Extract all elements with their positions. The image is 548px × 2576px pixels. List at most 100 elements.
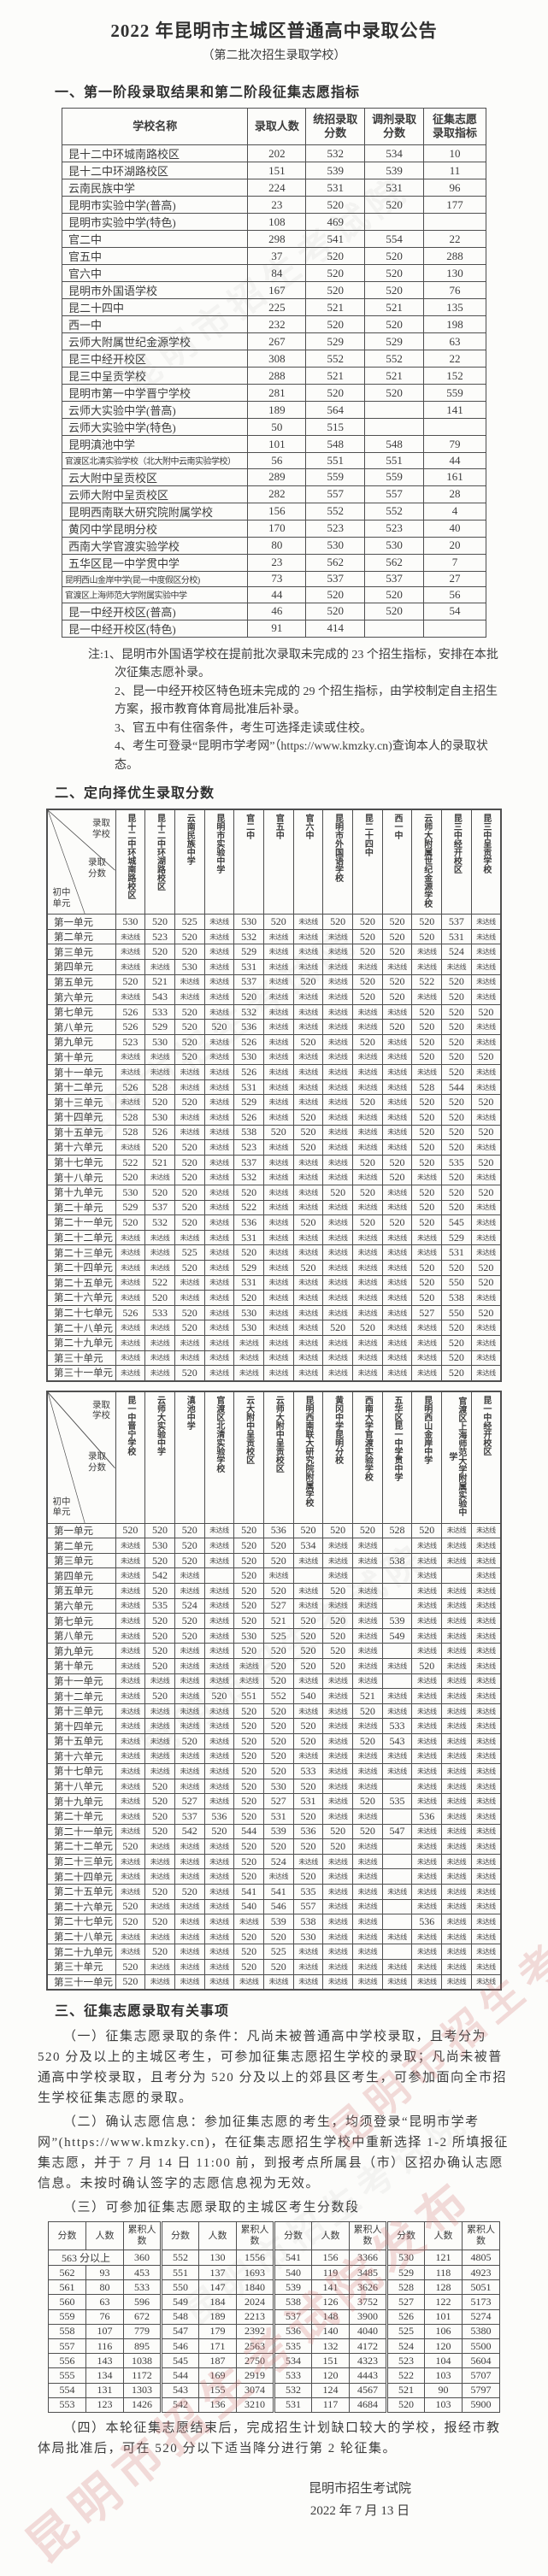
corner-label-score: 录取分数 [88, 857, 106, 879]
table-cell: 560 [48, 2294, 86, 2310]
table-cell: 520 [470, 1049, 502, 1066]
table-cell [423, 619, 486, 638]
table-cell: 未达线 [203, 1034, 235, 1050]
table-cell: 177 [423, 196, 486, 214]
table-cell: 未达线 [470, 1958, 502, 1975]
table-cell: 520 [174, 1169, 205, 1185]
table-cell: 520 [441, 1064, 472, 1080]
table-cell: 531 [305, 179, 366, 197]
table-cell: 2024 [236, 2294, 274, 2310]
table-cell: 520 [144, 1944, 175, 1960]
table-cell: 未达线 [352, 1778, 383, 1795]
table-cell: 79 [423, 435, 486, 453]
table-cell: 未达线 [322, 1244, 353, 1261]
document-page: 2022 年昆明市主城区普通高中录取公告 （第二批次招生录取学校） 一、第一阶段… [38, 21, 507, 2518]
table-cell: 530 [364, 536, 425, 555]
table-cell: 544 [233, 1823, 264, 1840]
table-cell: 未达线 [381, 1290, 413, 1306]
row-header: 第二单元 [46, 1538, 116, 1554]
table-cell: 544 [160, 2367, 199, 2384]
table-cell: 520 [441, 973, 472, 991]
table-cell: 5173 [462, 2294, 500, 2310]
table-cell: 未达线 [203, 1733, 235, 1750]
table-cell: 未达线 [322, 1688, 353, 1704]
table-cell: 未达线 [262, 1109, 294, 1126]
table-cell: 云师大附属世纪金源学校 [61, 332, 249, 350]
table-cell: 526 [233, 1109, 264, 1126]
table-row: 第二十三单元 未达线 未达线 未达线 未达线 520 524 未达线 未达线 未达线 未达线 未达线未… [46, 1853, 502, 1870]
table-row: 第二十四单元 未达线 未达线 未达线 未达线 520 未达线 520 未达线 未达线 未达线 未达线未… [46, 1868, 502, 1885]
table-cell: 未达线 [203, 1079, 235, 1096]
table-cell: 未达线 [292, 1169, 324, 1185]
table-cell: 未达线 [174, 1928, 205, 1945]
table-cell: 542 [160, 2397, 199, 2413]
row-header: 第二十四单元 [46, 1868, 116, 1885]
table-cell: 531 [233, 1079, 264, 1096]
table-cell: 56 [247, 452, 307, 469]
table-cell: 昆明市第一中学晋宁学校 [61, 384, 249, 402]
table-cell: 未达线 [292, 1064, 324, 1080]
table-cell: 未达线 [262, 1259, 294, 1276]
table-cell: 536 [233, 1019, 264, 1036]
table-cell: 未达线 [262, 973, 294, 991]
table-cell: 520 [470, 1259, 502, 1276]
column-header: 调剂录取分数 [364, 108, 425, 145]
table-cell: 未达线 [352, 1853, 383, 1870]
table-cell: 未达线 [352, 1748, 383, 1765]
table-cell: 未达线 [381, 1658, 413, 1674]
table-cell: 520 [352, 1793, 383, 1809]
table-row: 官二中 298 541 554 22 [61, 230, 486, 248]
row-header: 第十五单元 [46, 1124, 116, 1141]
table-cell: 未达线 [441, 1823, 472, 1840]
table-cell: 520 [322, 1613, 353, 1629]
table-cell: 520 [352, 1034, 383, 1050]
school-column-header: 云师大附属世纪金源学校 [411, 809, 443, 915]
table-cell: 未达线 [470, 1244, 502, 1261]
table-cell: 未达线 [262, 1214, 294, 1231]
row-header: 第六单元 [46, 1597, 116, 1614]
table-cell: 未达线 [115, 1094, 146, 1110]
table-cell: 520 [292, 973, 324, 991]
table-cell: 未达线 [262, 959, 294, 975]
table-row: 第十一单元 未达线 未达线 未达线 未达线 未达线 520 未达线 未达线 未达线 未达线 未达线 未达… [46, 1673, 502, 1690]
table-cell: 未达线 [381, 1763, 413, 1779]
table-cell: 520 [115, 973, 146, 991]
table-cell: 未达线 [322, 1597, 353, 1614]
table-cell: 522 [411, 973, 443, 991]
table-cell: 562 [48, 2265, 86, 2281]
table-cell: 未达线 [411, 1244, 443, 1261]
table-row: 第七单元 未达线 520 520 未达线 520 521 520 520 未达线 539 未达线 未达线… [46, 1613, 502, 1629]
table-cell: 530 [115, 914, 146, 930]
table-cell: 未达线 [470, 1808, 502, 1825]
school-column-header: 昆十二中环湖路校区 [144, 809, 175, 915]
row-header: 第十单元 [46, 1658, 116, 1674]
table-cell: 未达线 [352, 1763, 383, 1779]
row-header: 第十四单元 [46, 1718, 116, 1734]
table-cell: 539 [262, 1823, 294, 1840]
table-cell: 未达线 [292, 1673, 324, 1690]
table-row: 昆十二中环城南路校区 202 532 534 10 [61, 144, 486, 162]
column-header: 累积人数 [123, 2221, 162, 2251]
table-cell: 541 [233, 1883, 264, 1900]
table-cell: 520 [174, 1154, 205, 1171]
table-row: 第三单元 未达线 520 520 未达线 529 未达线 未达线 未达线 520 520 未达线 524… [46, 944, 502, 961]
table-cell: 未达线 [203, 1259, 235, 1276]
table-cell: 未达线 [174, 1350, 205, 1367]
table-cell: 未达线 [411, 1688, 443, 1704]
table-cell: 520 [292, 1868, 324, 1885]
table-cell: 520 [305, 586, 366, 603]
table-cell: 未达线 [352, 1259, 383, 1276]
table-cell [364, 619, 425, 638]
table-cell: 未达线 [352, 1244, 383, 1261]
table-cell: 官二中 [61, 230, 249, 248]
row-header: 第十九单元 [46, 1793, 116, 1809]
table-cell: 未达线 [470, 1673, 502, 1690]
table-cell: 未达线 [411, 1973, 443, 1991]
table-cell: 未达线 [441, 1898, 472, 1915]
table-cell: 未达线 [292, 1334, 324, 1351]
table-cell: 未达线 [115, 1944, 146, 1960]
table-cell: 未达线 [262, 1049, 294, 1066]
table-cell: 4923 [462, 2265, 500, 2281]
table-cell: 未达线 [411, 1898, 443, 1915]
table-row: 第十四单元 未达线 未达线 未达线 未达线 520 520 520 未达线 未达线 533 未达线 未达… [46, 1718, 502, 1734]
